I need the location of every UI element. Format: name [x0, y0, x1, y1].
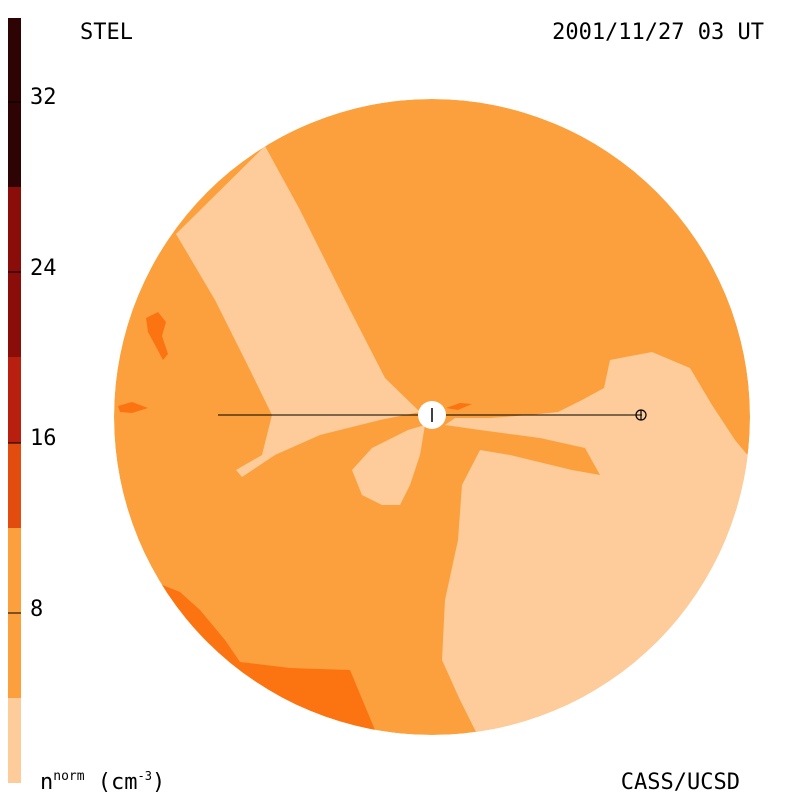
datetime-label: 2001/11/27 03 UT [552, 20, 764, 45]
instrument-label: STEL [80, 20, 133, 45]
dark-fleck-left-1 [146, 312, 168, 360]
dark-fleck-left-2 [118, 402, 148, 413]
colorbar: 32 24 16 8 [8, 18, 57, 783]
light-region-center [352, 425, 425, 505]
light-region-upper-left [176, 146, 420, 477]
sun-earth-line [218, 401, 647, 429]
light-blob-right [632, 568, 662, 593]
credit-label: CASS/UCSD [620, 770, 740, 795]
units-close: ) [152, 770, 166, 795]
units-exponent: -3 [137, 769, 152, 783]
colorbar-band-5 [8, 357, 21, 443]
quantity-symbol: n [40, 770, 54, 795]
colorbar-tick-label: 16 [30, 426, 57, 451]
colorbar-band-4 [8, 443, 21, 528]
quantity-superscript: norm [53, 769, 85, 784]
dark-fleck-center [446, 403, 472, 410]
colorbar-tick-label: 32 [30, 85, 57, 110]
units-open: (cm [84, 770, 138, 795]
colorbar-band-1 [8, 698, 21, 783]
quantity-units-label: nnorm (cm-3) [40, 769, 166, 797]
colorbar-tick-label: 24 [30, 256, 57, 281]
colorbar-tick-label: 8 [30, 597, 43, 622]
density-disk [114, 99, 750, 735]
